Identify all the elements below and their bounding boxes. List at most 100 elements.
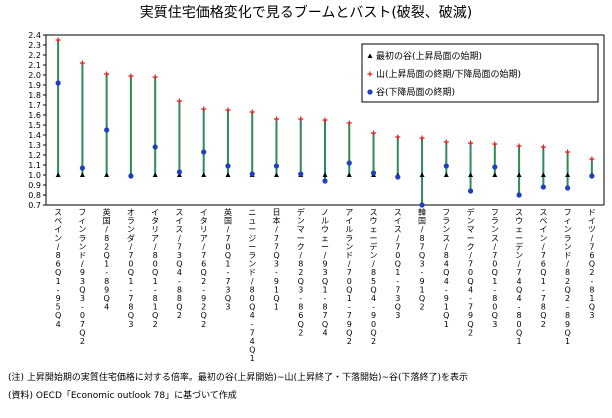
- category-label-text: イタリア/7 6 Q 2 -9 2 Q 2: [200, 208, 208, 329]
- category-char: 7: [274, 242, 279, 251]
- category-char: Q: [370, 328, 376, 337]
- start-marker: [346, 172, 352, 177]
- category-char: Q: [370, 285, 376, 294]
- category-char: ン: [467, 217, 475, 226]
- category-char: /: [566, 260, 569, 269]
- category-char: Q: [225, 294, 231, 303]
- category-char: 8: [104, 277, 109, 286]
- category-char: ン: [248, 260, 256, 269]
- category-char: ン: [442, 225, 450, 234]
- category-label: スイス/7 0 Q 1 -7 3 Q 3: [394, 208, 402, 320]
- category-char: 8: [298, 260, 303, 269]
- category-char: Q: [249, 303, 255, 312]
- category-char: ー: [321, 242, 329, 251]
- category-char: ル: [321, 217, 329, 226]
- category-char: ド: [248, 268, 256, 277]
- category-char: 3: [395, 311, 400, 320]
- trough-marker: [225, 163, 231, 169]
- start-marker: [79, 172, 85, 177]
- category-char: ー: [467, 234, 475, 243]
- category-char: ド: [588, 208, 596, 217]
- category-char: 0: [492, 260, 497, 269]
- category-char: Q: [225, 251, 231, 260]
- category-label-text: ニュージーランド/8 0 Q 4 -7 4 Q 1: [248, 208, 256, 363]
- start-marker: [492, 172, 498, 177]
- peak-marker: [565, 149, 571, 155]
- footnote-source: (資料) OECD「Economic outlook 78」に基づいて作成: [8, 389, 237, 401]
- category-char: 6: [298, 311, 303, 320]
- category-char: Q: [152, 311, 158, 320]
- category-char: 7: [541, 294, 546, 303]
- category-char: -: [129, 285, 132, 294]
- category-label-text: アイルランド/7 0 Q 1 -7 9 Q 2: [345, 208, 353, 346]
- category-char: ェ: [370, 225, 378, 234]
- category-char: 7: [517, 268, 522, 277]
- category-label: スウェーデン/8 5 Q 4 -9 0 Q 2: [370, 208, 378, 346]
- category-char: 8: [419, 234, 424, 243]
- category-char: 3: [298, 285, 303, 294]
- category-char: ウ: [515, 217, 523, 226]
- category-char: -: [469, 294, 472, 303]
- chart-title: 実質住宅価格変化で見るブームとバスト(破裂、破滅): [140, 4, 473, 21]
- category-char: イ: [151, 208, 159, 217]
- category-char: Q: [55, 268, 61, 277]
- category-char: 0: [128, 260, 133, 269]
- category-label-text: フィンランド/8 2 Q 2 -8 9 Q 1: [564, 208, 572, 346]
- category-char: Q: [443, 311, 449, 320]
- category-char: 1: [517, 337, 522, 346]
- category-char: 6: [56, 260, 61, 269]
- category-char: 9: [104, 285, 109, 294]
- category-char: 1: [492, 277, 497, 286]
- category-char: 8: [492, 294, 497, 303]
- category-char: ン: [78, 242, 86, 251]
- category-char: 4: [517, 277, 522, 286]
- category-char: ン: [78, 225, 86, 234]
- category-char: フ: [491, 208, 499, 217]
- category-char: 英: [224, 207, 232, 217]
- category-char: /: [202, 242, 205, 251]
- category-char: 3: [80, 294, 85, 303]
- category-label: スペイン/7 6 Q 1 -7 8 Q 2: [539, 208, 547, 329]
- trough-marker: [128, 173, 134, 179]
- category-char: /: [251, 277, 254, 286]
- category-char: 2: [80, 337, 85, 346]
- category-char: 2: [298, 268, 303, 277]
- category-char: ラ: [442, 217, 450, 226]
- category-char: 7: [274, 234, 279, 243]
- category-char: Q: [516, 285, 522, 294]
- category-char: 2: [347, 337, 352, 346]
- category-char: ン: [539, 234, 547, 243]
- category-char: ド: [564, 251, 572, 260]
- category-char: 日: [272, 208, 280, 217]
- category-char: 2: [468, 328, 473, 337]
- category-char: -: [324, 294, 327, 303]
- category-char: ペ: [539, 217, 547, 226]
- category-char: 9: [444, 294, 449, 303]
- category-char: 国: [103, 217, 111, 226]
- category-char: ェ: [515, 225, 523, 234]
- y-tick-label: 1.9: [28, 81, 41, 90]
- category-char: Q: [55, 311, 61, 320]
- category-char: タ: [200, 217, 208, 226]
- category-label-text: スペイン/8 6 Q 1 -9 5 Q 4: [54, 208, 62, 329]
- category-char: 4: [177, 268, 182, 277]
- category-char: ン: [491, 225, 499, 234]
- category-char: -: [299, 294, 302, 303]
- category-char: 5: [371, 277, 376, 286]
- category-char: 3: [80, 277, 85, 286]
- category-char: 3: [419, 260, 424, 269]
- category-char: 9: [371, 311, 376, 320]
- category-char: Q: [79, 285, 85, 294]
- category-char: 0: [250, 294, 255, 303]
- category-char: ジ: [248, 234, 256, 243]
- category-char: フ: [442, 208, 450, 217]
- category-char: マ: [467, 225, 475, 234]
- category-char: 8: [322, 303, 327, 312]
- category-char: 7: [419, 242, 424, 251]
- legend-circle-icon: [367, 89, 373, 95]
- trough-marker: [201, 149, 207, 155]
- trough-marker: [79, 165, 85, 171]
- category-char: 韓: [418, 207, 426, 217]
- category-char: 7: [347, 311, 352, 320]
- category-char: Q: [273, 251, 279, 260]
